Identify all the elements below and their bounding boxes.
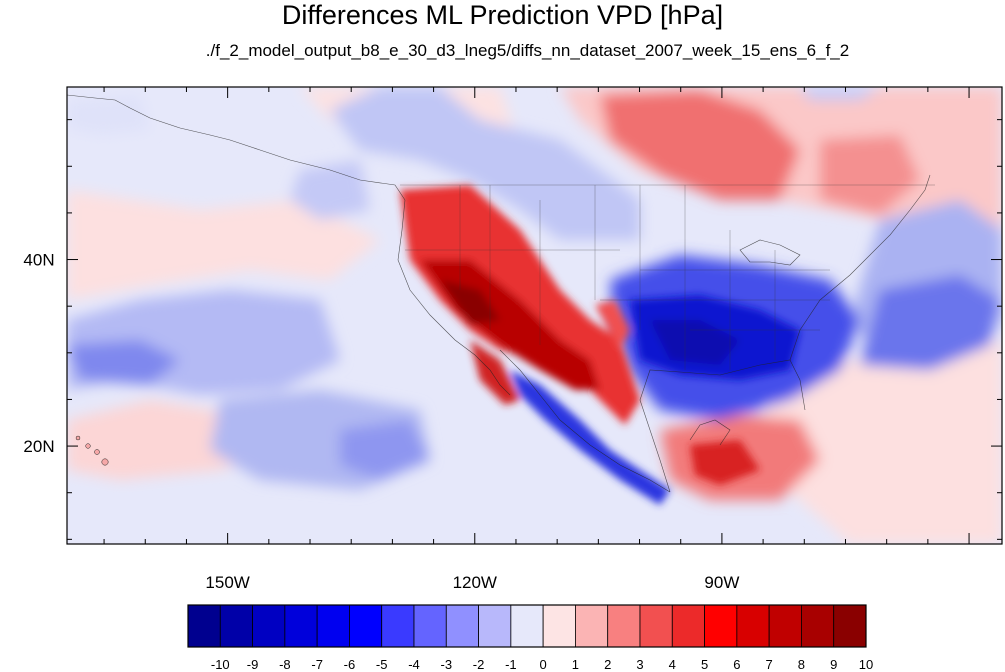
map-title: Differences ML Prediction VPD [hPa] [281, 0, 724, 30]
colorbar-label: 9 [830, 657, 837, 672]
colorbar-swatch [252, 604, 286, 648]
colorbar-label: 2 [604, 657, 611, 672]
colorbar-label: -1 [505, 657, 517, 672]
colorbar-swatch [445, 604, 479, 648]
lat-tick-label: 40N [23, 251, 54, 270]
map-field [67, 87, 1002, 544]
colorbar-swatch [575, 604, 609, 648]
colorbar-swatch [510, 604, 544, 648]
colorbar-label: 10 [859, 657, 873, 672]
colorbar-swatch [478, 604, 512, 648]
coastline-outline [67, 94, 931, 493]
colorbar-swatch [349, 604, 383, 648]
colorbar-swatch [413, 604, 447, 648]
lon-tick-label: 150W [205, 573, 249, 592]
colorbar-label: -7 [311, 657, 323, 672]
colorbar-label: 5 [701, 657, 708, 672]
colorbar: -10 -9 -8 -7 -6 -5 -4 -3 -2 -1 0 1 2 3 4 5 6 7 8 9 10 [187, 604, 873, 672]
colorbar-frame [187, 604, 867, 648]
colorbar-label: -8 [279, 657, 291, 672]
colorbar-swatch [768, 604, 802, 648]
colorbar-label: -4 [408, 657, 420, 672]
colorbar-swatch [607, 604, 641, 648]
map-subtitle: ./f_2_model_output_b8_e_30_d3_lneg5/diff… [205, 41, 850, 60]
colorbar-swatch [381, 604, 415, 648]
colorbar-label: -2 [473, 657, 485, 672]
hawaii-islands [75, 435, 109, 466]
colorbar-swatch [542, 604, 576, 648]
colorbar-swatch [187, 604, 221, 648]
colorbar-label: 8 [798, 657, 805, 672]
lon-tick-label: 90W [704, 573, 739, 592]
colorbar-label: 0 [540, 657, 547, 672]
colorbar-label: 7 [766, 657, 773, 672]
colorbar-label: 1 [572, 657, 579, 672]
colorbar-swatch [639, 604, 673, 648]
colorbar-label: 3 [636, 657, 643, 672]
colorbar-swatch [671, 604, 705, 648]
colorbar-swatch [704, 604, 738, 648]
colorbar-swatch [284, 604, 318, 648]
lat-tick-label: 20N [23, 437, 54, 456]
colorbar-label: 6 [733, 657, 740, 672]
colorbar-swatch [219, 604, 253, 648]
colorbar-label: -10 [211, 657, 230, 672]
colorbar-label: 4 [669, 657, 676, 672]
colorbar-label: -3 [441, 657, 453, 672]
colorbar-label: -6 [344, 657, 356, 672]
map-frame [66, 86, 1003, 545]
lon-tick-label: 120W [453, 573, 497, 592]
colorbar-swatch [316, 604, 350, 648]
colorbar-swatch [736, 604, 770, 648]
colorbar-swatch [801, 604, 835, 648]
state-borders [400, 184, 935, 370]
colorbar-label: -5 [376, 657, 388, 672]
field-soft-layer [67, 87, 1002, 544]
colorbar-label: -9 [247, 657, 259, 672]
map-axes: 150W 120W 90W 40N 20N [23, 87, 1002, 592]
colorbar-swatch [833, 604, 867, 648]
